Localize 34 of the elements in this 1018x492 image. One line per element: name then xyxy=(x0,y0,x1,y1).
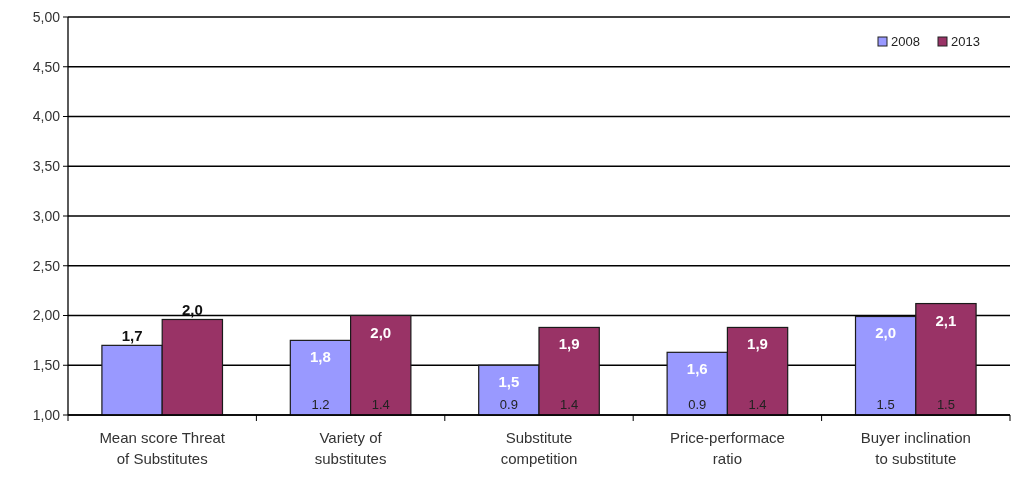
y-tick-label: 2,00 xyxy=(32,307,61,324)
data-label: 2,0 xyxy=(370,323,392,341)
annotation: 1.5 xyxy=(936,397,955,413)
annotation: 1.2 xyxy=(311,397,330,413)
y-tick-label: 2,50 xyxy=(32,257,61,274)
annotation: 1.5 xyxy=(876,397,895,413)
legend-label: 2013 xyxy=(951,34,980,49)
x-tick-label: Substitute competition xyxy=(500,429,578,467)
x-tick-label: Variety of substitutes xyxy=(314,429,387,467)
data-label: 2,0 xyxy=(181,301,203,319)
y-tick-label: 5,00 xyxy=(32,8,61,25)
data-label: 1,8 xyxy=(310,348,331,366)
data-label: 1,5 xyxy=(498,373,520,391)
annotation: 1.4 xyxy=(371,397,390,413)
x-tick-label: Buyer inclination to substitute xyxy=(860,429,971,467)
annotation: 0.9 xyxy=(688,397,707,413)
data-label: 1,9 xyxy=(747,335,768,353)
annotation: 1.4 xyxy=(560,397,579,413)
data-label: 2,1 xyxy=(935,311,957,329)
annotation: 0.9 xyxy=(499,397,518,413)
y-tick-label: 1,00 xyxy=(32,406,61,423)
annotation: 1.4 xyxy=(748,397,767,413)
y-tick-label: 3,50 xyxy=(32,158,61,175)
data-label: 1,7 xyxy=(121,327,143,345)
y-tick-label: 1,50 xyxy=(32,357,61,374)
data-label: 1,6 xyxy=(686,360,708,378)
y-tick-label: 4,50 xyxy=(32,58,61,75)
data-label: 2,0 xyxy=(875,324,897,342)
data-label: 1,9 xyxy=(558,335,580,353)
x-tick-label: Price-performace ratio xyxy=(669,429,785,467)
y-tick-label: 4,00 xyxy=(32,108,61,125)
x-tick-label: Mean score Threat of Substitutes xyxy=(99,429,226,467)
y-tick-label: 3,00 xyxy=(32,207,61,224)
legend-label: 2008 xyxy=(891,34,920,49)
